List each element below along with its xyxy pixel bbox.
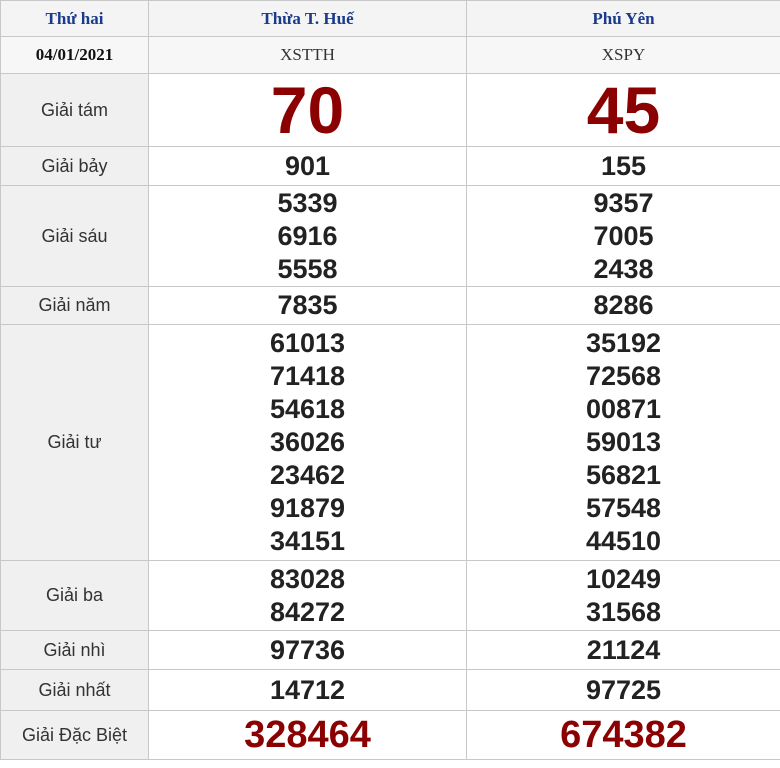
prize-cell: 901: [148, 146, 467, 186]
prize-cell: 61013 71418 54618 36026 23462 91879 34151: [148, 324, 467, 561]
prize-number: 44510: [585, 526, 662, 556]
province-hue[interactable]: Thừa T. Huế: [148, 0, 467, 37]
prize-number: 00871: [585, 394, 662, 424]
prize-cell: 155: [466, 146, 780, 186]
header-row: Thứ hai Thừa T. Huế Phú Yên: [0, 0, 780, 37]
prize-row: Giải tám 70 45: [0, 73, 780, 147]
prize-row: Giải năm 7835 8286: [0, 286, 780, 325]
prize-label: Giải năm: [0, 286, 149, 325]
prize-number: 54618: [269, 394, 346, 424]
prize-number: 328464: [244, 714, 371, 756]
prize-number: 8286: [593, 290, 654, 320]
prize-number: 97736: [269, 634, 346, 665]
prize-number: 6916: [277, 220, 338, 251]
prize-number: 14712: [269, 674, 346, 705]
prize-number: 61013: [269, 328, 346, 358]
prize-cell: 8286: [466, 286, 780, 325]
province-phu-yen[interactable]: Phú Yên: [466, 0, 780, 37]
date-row: 04/01/2021 XSTTH XSPY: [0, 36, 780, 74]
prize-number: 155: [600, 150, 647, 181]
prize-cell: 5339 6916 5558: [148, 185, 467, 287]
prize-cell: 7835: [148, 286, 467, 325]
prize-cell: 97736: [148, 630, 467, 670]
prize-cell: 83028 84272: [148, 560, 467, 631]
prize-label: Giải nhất: [0, 669, 149, 711]
prize-label: Giải sáu: [0, 185, 149, 287]
prize-number: 72568: [585, 361, 662, 391]
prize-label: Giải tám: [0, 73, 149, 147]
draw-date: 04/01/2021: [0, 36, 149, 74]
prize-number: 71418: [269, 361, 346, 391]
prize-label: Giải bảy: [0, 146, 149, 186]
prize-number: 7835: [277, 290, 338, 320]
prize-row: Giải bảy 901 155: [0, 146, 780, 186]
prize-number: 84272: [269, 596, 346, 627]
prize-number: 2438: [593, 253, 654, 284]
code-phu-yen: XSPY: [466, 36, 780, 74]
prize-number: 23462: [269, 460, 346, 490]
prize-cell: 21124: [466, 630, 780, 670]
prize-number: 56821: [585, 460, 662, 490]
prize-number: 91879: [269, 493, 346, 523]
prize-row: Giải sáu 5339 6916 5558 9357 7005 2438: [0, 185, 780, 287]
prize-row: Giải Đặc Biệt 328464 674382: [0, 710, 780, 760]
prize-label: Giải nhì: [0, 630, 149, 670]
prize-number: 674382: [560, 714, 687, 756]
prize-row: Giải tư 61013 71418 54618 36026 23462 91879 341…: [0, 324, 780, 561]
prize-number: 59013: [585, 427, 662, 457]
prize-cell: 70: [148, 73, 467, 147]
prize-number: 5558: [277, 253, 338, 284]
prize-cell: 14712: [148, 669, 467, 711]
prize-cell: 35192 72568 00871 59013 56821 57548 44510: [466, 324, 780, 561]
prize-cell: 674382: [466, 710, 780, 760]
prize-label: Giải tư: [0, 324, 149, 561]
code-hue: XSTTH: [148, 36, 467, 74]
prize-cell: 97725: [466, 669, 780, 711]
prize-number: 57548: [585, 493, 662, 523]
prize-number: 97725: [585, 674, 662, 705]
prize-row: Giải ba 83028 84272 10249 31568: [0, 560, 780, 631]
prize-cell: 10249 31568: [466, 560, 780, 631]
prize-number: 10249: [585, 563, 662, 594]
prize-cell: 328464: [148, 710, 467, 760]
prize-number: 31568: [585, 596, 662, 627]
prize-number: 36026: [269, 427, 346, 457]
prize-cell: 45: [466, 73, 780, 147]
prize-label: Giải Đặc Biệt: [0, 710, 149, 760]
prize-row: Giải nhất 14712 97725: [0, 669, 780, 711]
prize-number: 5339: [277, 187, 338, 218]
prize-number: 83028: [269, 563, 346, 594]
prize-number: 21124: [586, 634, 661, 665]
prize-number: 34151: [269, 526, 346, 556]
prize-cell: 9357 7005 2438: [466, 185, 780, 287]
prize-number: 70: [270, 73, 345, 147]
prize-row: Giải nhì 97736 21124: [0, 630, 780, 670]
prize-number: 7005: [593, 220, 654, 251]
prize-label: Giải ba: [0, 560, 149, 631]
weekday-label: Thứ hai: [0, 0, 149, 37]
prize-number: 9357: [593, 187, 654, 218]
prize-number: 35192: [585, 328, 662, 358]
prize-number: 45: [586, 73, 661, 147]
prize-number: 901: [284, 150, 331, 181]
